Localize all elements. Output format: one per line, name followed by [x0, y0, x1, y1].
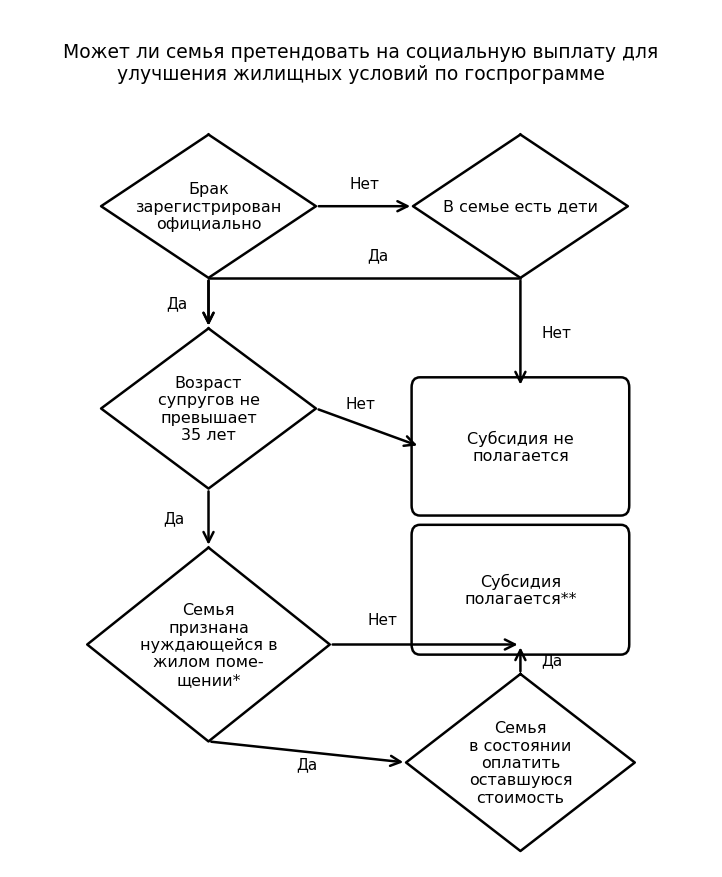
- Polygon shape: [87, 548, 330, 742]
- Text: Нет: Нет: [349, 177, 380, 192]
- Polygon shape: [101, 135, 316, 279]
- Text: Да: Да: [297, 757, 318, 772]
- Text: Брак
зарегистрирован
официально: Брак зарегистрирован официально: [135, 182, 282, 232]
- Text: Возраст
супругов не
превышает
35 лет: Возраст супругов не превышает 35 лет: [157, 375, 259, 443]
- Text: Субсидия
полагается**: Субсидия полагается**: [464, 574, 577, 607]
- Polygon shape: [406, 674, 635, 851]
- Text: Да: Да: [542, 652, 562, 667]
- FancyBboxPatch shape: [412, 378, 630, 516]
- Text: Нет: Нет: [346, 396, 376, 411]
- Text: В семье есть дети: В семье есть дети: [443, 199, 598, 215]
- Text: Субсидия не
полагается: Субсидия не полагается: [467, 430, 574, 464]
- Text: Да: Да: [167, 296, 188, 311]
- Polygon shape: [413, 135, 628, 279]
- Text: Семья
в состоянии
оплатить
оставшуюся
стоимость: Семья в состоянии оплатить оставшуюся ст…: [469, 720, 572, 805]
- Text: Может ли семья претендовать на социальную выплату для
улучшения жилищных условий: Может ли семья претендовать на социальну…: [64, 43, 658, 83]
- Text: Нет: Нет: [542, 325, 571, 341]
- Text: Да: Да: [163, 511, 185, 526]
- Text: Нет: Нет: [368, 612, 398, 627]
- FancyBboxPatch shape: [412, 525, 630, 655]
- Polygon shape: [101, 329, 316, 489]
- Text: Семья
признана
нуждающейся в
жилом поме-
щении*: Семья признана нуждающейся в жилом поме-…: [139, 602, 277, 687]
- Text: Да: Да: [367, 248, 389, 263]
